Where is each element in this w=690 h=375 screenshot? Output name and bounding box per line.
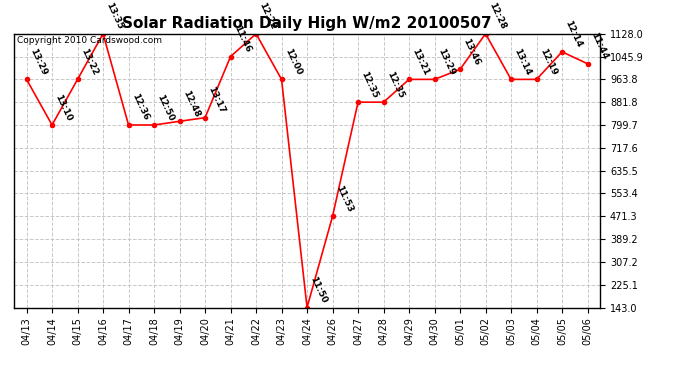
Text: 12:00: 12:00 (283, 47, 303, 76)
Text: 12:22: 12:22 (257, 1, 277, 31)
Text: 12:28: 12:28 (487, 1, 507, 31)
Text: 11:46: 11:46 (232, 24, 253, 54)
Text: 12:14: 12:14 (564, 19, 584, 49)
Text: 11:50: 11:50 (308, 275, 328, 305)
Text: Copyright 2010 Cardswood.com: Copyright 2010 Cardswood.com (17, 36, 161, 45)
Text: 13:17: 13:17 (206, 85, 227, 115)
Text: 13:21: 13:21 (411, 47, 431, 76)
Title: Solar Radiation Daily High W/m2 20100507: Solar Radiation Daily High W/m2 20100507 (122, 16, 492, 31)
Text: 12:50: 12:50 (155, 93, 176, 122)
Text: 12:48: 12:48 (181, 88, 201, 118)
Text: 13:35: 13:35 (104, 1, 125, 31)
Text: 13:22: 13:22 (79, 47, 99, 76)
Text: 12:35: 12:35 (359, 70, 380, 99)
Text: 13:14: 13:14 (513, 47, 533, 76)
Text: 12:36: 12:36 (130, 93, 150, 122)
Text: 13:46: 13:46 (462, 37, 482, 66)
Text: 11:44: 11:44 (589, 31, 609, 61)
Text: 12:19: 12:19 (538, 47, 558, 76)
Text: 11:53: 11:53 (334, 184, 354, 213)
Text: 13:29: 13:29 (436, 47, 456, 76)
Text: 13:10: 13:10 (53, 93, 74, 122)
Text: 12:35: 12:35 (385, 70, 405, 99)
Text: 13:29: 13:29 (28, 47, 48, 76)
